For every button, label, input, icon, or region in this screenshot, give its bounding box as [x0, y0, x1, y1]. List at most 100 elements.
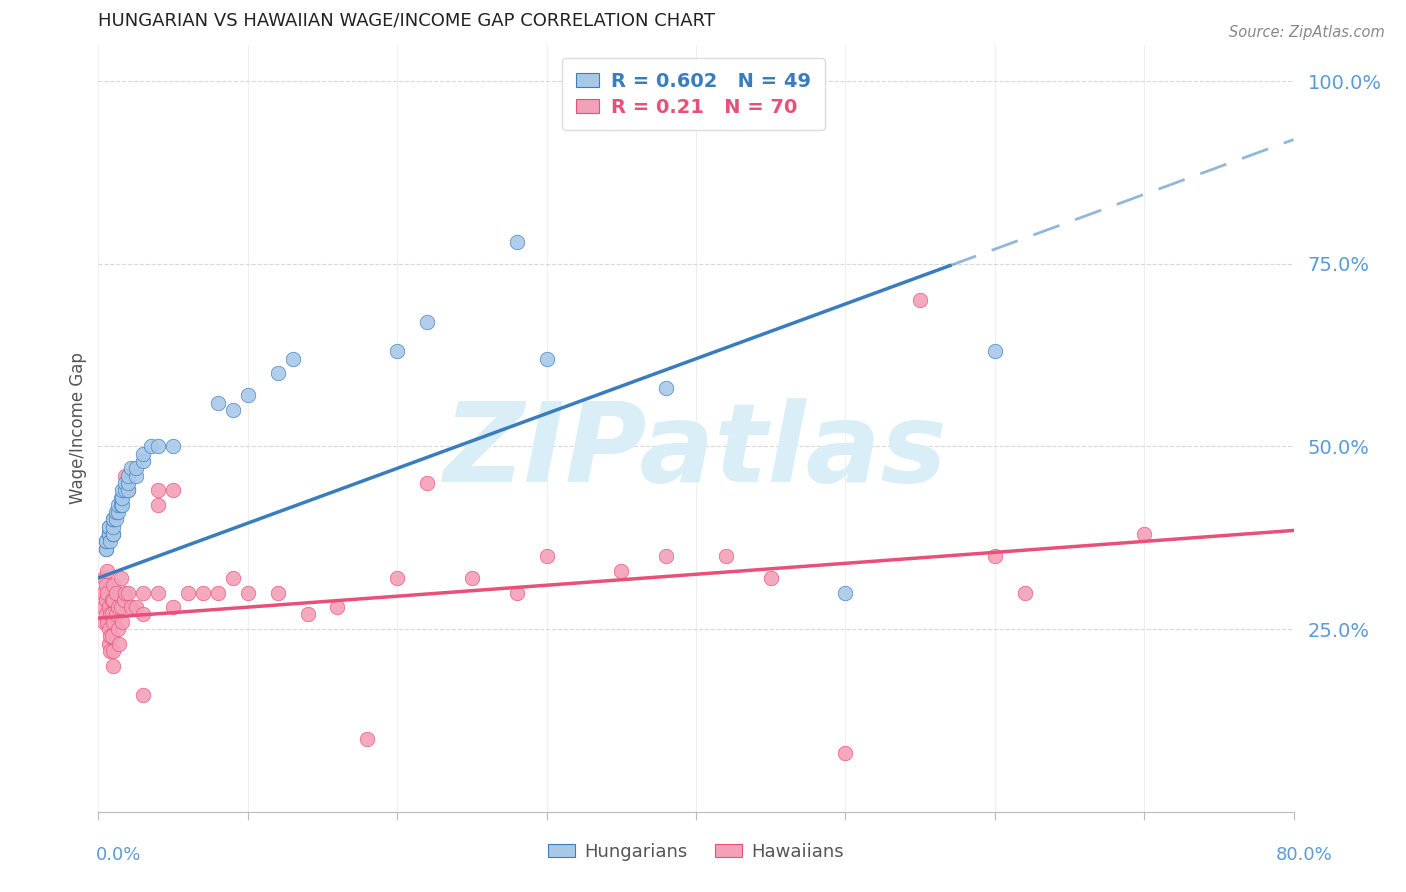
Legend: Hungarians, Hawaiians: Hungarians, Hawaiians	[541, 836, 851, 868]
Point	[97, 622, 120, 636]
Point	[101, 629, 124, 643]
Point	[267, 585, 290, 599]
Point	[536, 549, 558, 563]
Point	[236, 585, 259, 599]
Point	[207, 395, 229, 409]
Point	[834, 746, 856, 760]
Point	[132, 447, 155, 461]
Point	[91, 585, 114, 599]
Point	[103, 658, 125, 673]
Point	[125, 468, 148, 483]
Point	[114, 468, 136, 483]
Point	[236, 388, 259, 402]
Point	[148, 483, 170, 498]
Text: 0.0%: 0.0%	[96, 846, 141, 863]
Point	[96, 585, 118, 599]
Point	[132, 688, 155, 702]
Point	[117, 468, 139, 483]
Point	[148, 439, 170, 453]
Point	[105, 512, 128, 526]
Y-axis label: Wage/Income Gap: Wage/Income Gap	[69, 352, 87, 504]
Point	[94, 541, 117, 556]
Point	[385, 571, 409, 585]
Point	[655, 381, 678, 395]
Point	[97, 520, 120, 534]
Point	[834, 585, 856, 599]
Point	[114, 475, 136, 490]
Point	[114, 585, 136, 599]
Point	[93, 571, 115, 585]
Text: ZIPatlas: ZIPatlas	[444, 398, 948, 505]
Point	[132, 585, 155, 599]
Point	[97, 527, 120, 541]
Point	[281, 351, 304, 366]
Point	[94, 578, 117, 592]
Point	[98, 607, 122, 622]
Text: HUNGARIAN VS HAWAIIAN WAGE/INCOME GAP CORRELATION CHART: HUNGARIAN VS HAWAIIAN WAGE/INCOME GAP CO…	[98, 12, 716, 29]
Point	[98, 534, 122, 549]
Point	[114, 483, 136, 498]
Point	[97, 527, 120, 541]
Point	[356, 731, 378, 746]
Point	[111, 491, 134, 505]
Point	[107, 505, 129, 519]
Point	[908, 293, 931, 308]
Point	[103, 527, 125, 541]
Point	[103, 512, 125, 526]
Point	[297, 607, 319, 622]
Point	[125, 461, 148, 475]
Point	[162, 439, 184, 453]
Point	[107, 498, 129, 512]
Point	[101, 607, 124, 622]
Point	[94, 592, 117, 607]
Point	[91, 600, 114, 615]
Text: 80.0%: 80.0%	[1277, 846, 1333, 863]
Point	[107, 600, 129, 615]
Point	[101, 592, 124, 607]
Point	[714, 549, 737, 563]
Point	[120, 600, 142, 615]
Point	[111, 498, 134, 512]
Point	[103, 578, 125, 592]
Point	[94, 607, 117, 622]
Point	[117, 483, 139, 498]
Point	[506, 585, 529, 599]
Point	[110, 571, 132, 585]
Point	[103, 527, 125, 541]
Point	[94, 534, 117, 549]
Point	[1133, 527, 1156, 541]
Point	[97, 600, 120, 615]
Point	[125, 600, 148, 615]
Point	[97, 637, 120, 651]
Point	[120, 461, 142, 475]
Point	[132, 607, 155, 622]
Point	[162, 600, 184, 615]
Point	[111, 483, 134, 498]
Point	[536, 351, 558, 366]
Point	[105, 585, 128, 599]
Point	[117, 475, 139, 490]
Point	[162, 483, 184, 498]
Point	[103, 644, 125, 658]
Point	[132, 454, 155, 468]
Point	[103, 512, 125, 526]
Point	[117, 483, 139, 498]
Point	[112, 592, 135, 607]
Point	[267, 367, 290, 381]
Point	[108, 637, 131, 651]
Point	[984, 549, 1007, 563]
Point	[103, 520, 125, 534]
Point	[110, 600, 132, 615]
Point	[148, 585, 170, 599]
Point	[110, 491, 132, 505]
Point	[96, 564, 118, 578]
Point	[103, 615, 125, 629]
Point	[759, 571, 782, 585]
Point	[207, 585, 229, 599]
Point	[117, 585, 139, 599]
Point	[93, 615, 115, 629]
Point	[96, 615, 118, 629]
Point	[105, 505, 128, 519]
Point	[191, 585, 214, 599]
Point	[222, 403, 245, 417]
